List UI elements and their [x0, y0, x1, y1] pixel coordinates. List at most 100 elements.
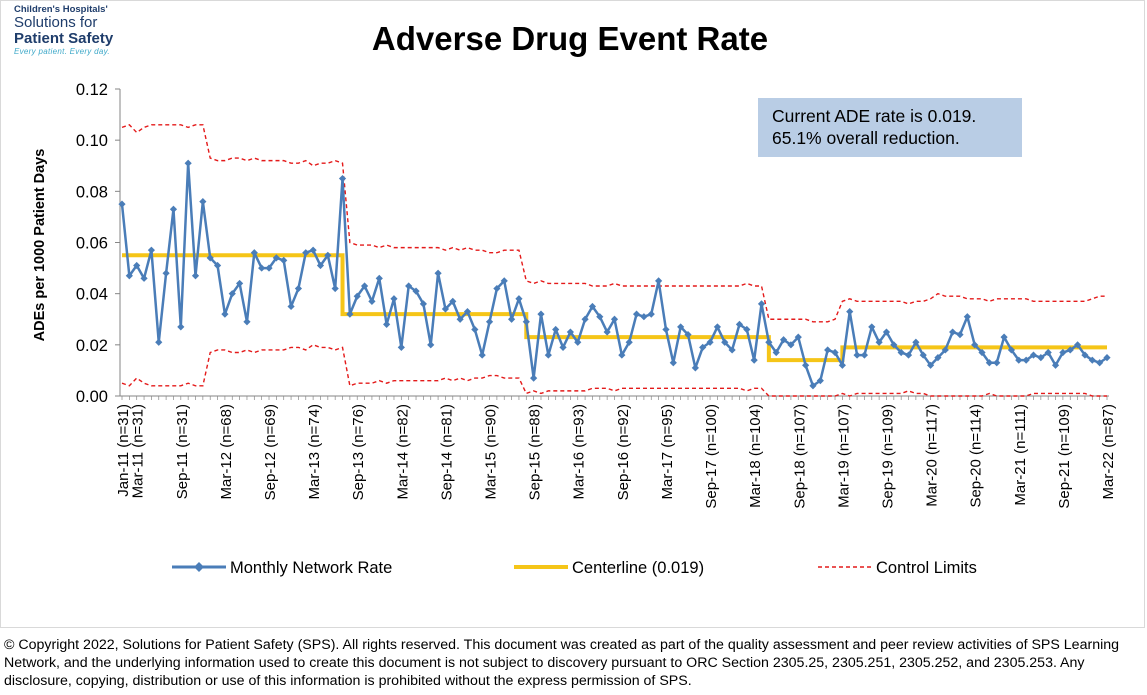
data-point — [302, 249, 310, 257]
data-point — [228, 290, 236, 298]
data-point — [309, 246, 317, 254]
data-point — [1022, 356, 1030, 364]
data-point — [1103, 354, 1111, 362]
data-point — [765, 338, 773, 346]
data-point — [662, 325, 670, 334]
data-point — [566, 328, 574, 336]
x-tick-label: Sep-18 (n=107) — [791, 404, 808, 509]
data-point — [169, 205, 178, 213]
data-point — [897, 348, 905, 357]
data-point — [280, 256, 288, 265]
y-tick-label: 0.06 — [76, 235, 108, 253]
data-point — [860, 351, 869, 359]
y-tick-label: 0.12 — [76, 81, 108, 99]
data-point — [353, 292, 361, 300]
data-point — [831, 348, 839, 357]
data-point — [632, 310, 641, 318]
data-point — [669, 359, 677, 367]
x-tick-label: Mar-19 (n=107) — [835, 404, 852, 508]
data-point — [250, 249, 258, 257]
data-point — [713, 323, 722, 331]
data-point — [449, 297, 457, 305]
data-point — [324, 251, 332, 259]
data-point — [537, 310, 545, 318]
data-point — [419, 300, 427, 308]
data-point — [838, 361, 846, 369]
control-limit-lines — [121, 124, 1107, 397]
data-point — [125, 272, 133, 280]
x-tick-label: Sep-17 (n=100) — [703, 404, 720, 509]
data-point — [493, 284, 501, 293]
data-point — [971, 341, 979, 349]
data-point — [368, 297, 376, 305]
data-point — [794, 333, 802, 341]
data-point — [993, 359, 1001, 367]
data-point — [919, 351, 927, 359]
upper-control-limit — [121, 124, 1107, 323]
data-point — [162, 269, 170, 277]
data-point — [544, 351, 552, 359]
legend-limits-label: Control Limits — [876, 559, 977, 577]
data-point — [184, 159, 192, 167]
y-tick-label: 0.00 — [76, 388, 108, 406]
data-point — [397, 343, 405, 351]
data-point — [199, 197, 207, 206]
data-point — [904, 351, 913, 359]
logo-line-3: Patient Safety — [14, 30, 114, 47]
data-point — [757, 300, 766, 308]
callout-line-2: 65.1% overall reduction. — [772, 128, 960, 148]
data-point — [1059, 348, 1067, 357]
sps-logo: Children's Hospitals' Solutions for Pati… — [14, 4, 144, 60]
data-point — [294, 284, 303, 293]
y-tick-label: 0.08 — [76, 183, 108, 201]
x-tick-label: Jan-11 (n=31) — [115, 404, 132, 497]
data-point — [507, 315, 516, 323]
y-tick-label: 0.10 — [76, 132, 108, 150]
data-point — [272, 254, 280, 262]
data-point — [1051, 361, 1060, 369]
data-point — [213, 261, 222, 270]
data-point — [912, 338, 920, 346]
data-point — [243, 318, 251, 326]
x-tick-label: Mar-20 (n=117) — [924, 404, 941, 507]
x-tick-label: Mar-22 (n=87) — [1100, 404, 1117, 499]
slide-frame — [0, 0, 1145, 628]
data-point — [779, 336, 788, 344]
x-tick-label: Mar-15 (n=90) — [483, 404, 500, 499]
data-point — [485, 318, 494, 326]
data-point — [191, 272, 200, 280]
data-point — [287, 302, 295, 311]
data-point — [802, 361, 810, 369]
data-point — [140, 274, 148, 282]
x-tick-label: Mar-21 (n=111) — [1012, 404, 1029, 506]
data-point — [618, 351, 626, 359]
monthly-rate-series — [118, 159, 1111, 390]
data-point — [1007, 346, 1016, 354]
data-point — [596, 313, 604, 321]
data-point — [684, 331, 692, 339]
data-point — [1029, 351, 1038, 359]
data-point — [331, 284, 339, 293]
y-tick-label: 0.04 — [76, 286, 108, 304]
data-point — [265, 264, 273, 272]
copyright-footer: © Copyright 2022, Solutions for Patient … — [4, 637, 1120, 689]
data-point — [360, 282, 369, 290]
data-point — [1081, 351, 1089, 359]
data-point — [750, 356, 758, 364]
x-tick-label: Mar-12 (n=68) — [218, 404, 235, 499]
data-point — [691, 364, 699, 372]
data-point — [934, 354, 942, 362]
x-tick-label: Mar-18 (n=104) — [747, 404, 764, 508]
data-point — [177, 323, 185, 331]
data-point — [941, 346, 949, 354]
data-point — [552, 325, 560, 334]
data-point — [1044, 348, 1052, 357]
data-point — [515, 295, 523, 303]
data-point — [383, 320, 391, 328]
data-point — [133, 261, 141, 270]
rate-line — [120, 161, 1108, 388]
data-point — [787, 341, 795, 349]
data-point — [236, 279, 244, 288]
data-point — [155, 338, 163, 346]
y-axis-label: ADEs per 1000 Patient Days — [32, 149, 48, 342]
